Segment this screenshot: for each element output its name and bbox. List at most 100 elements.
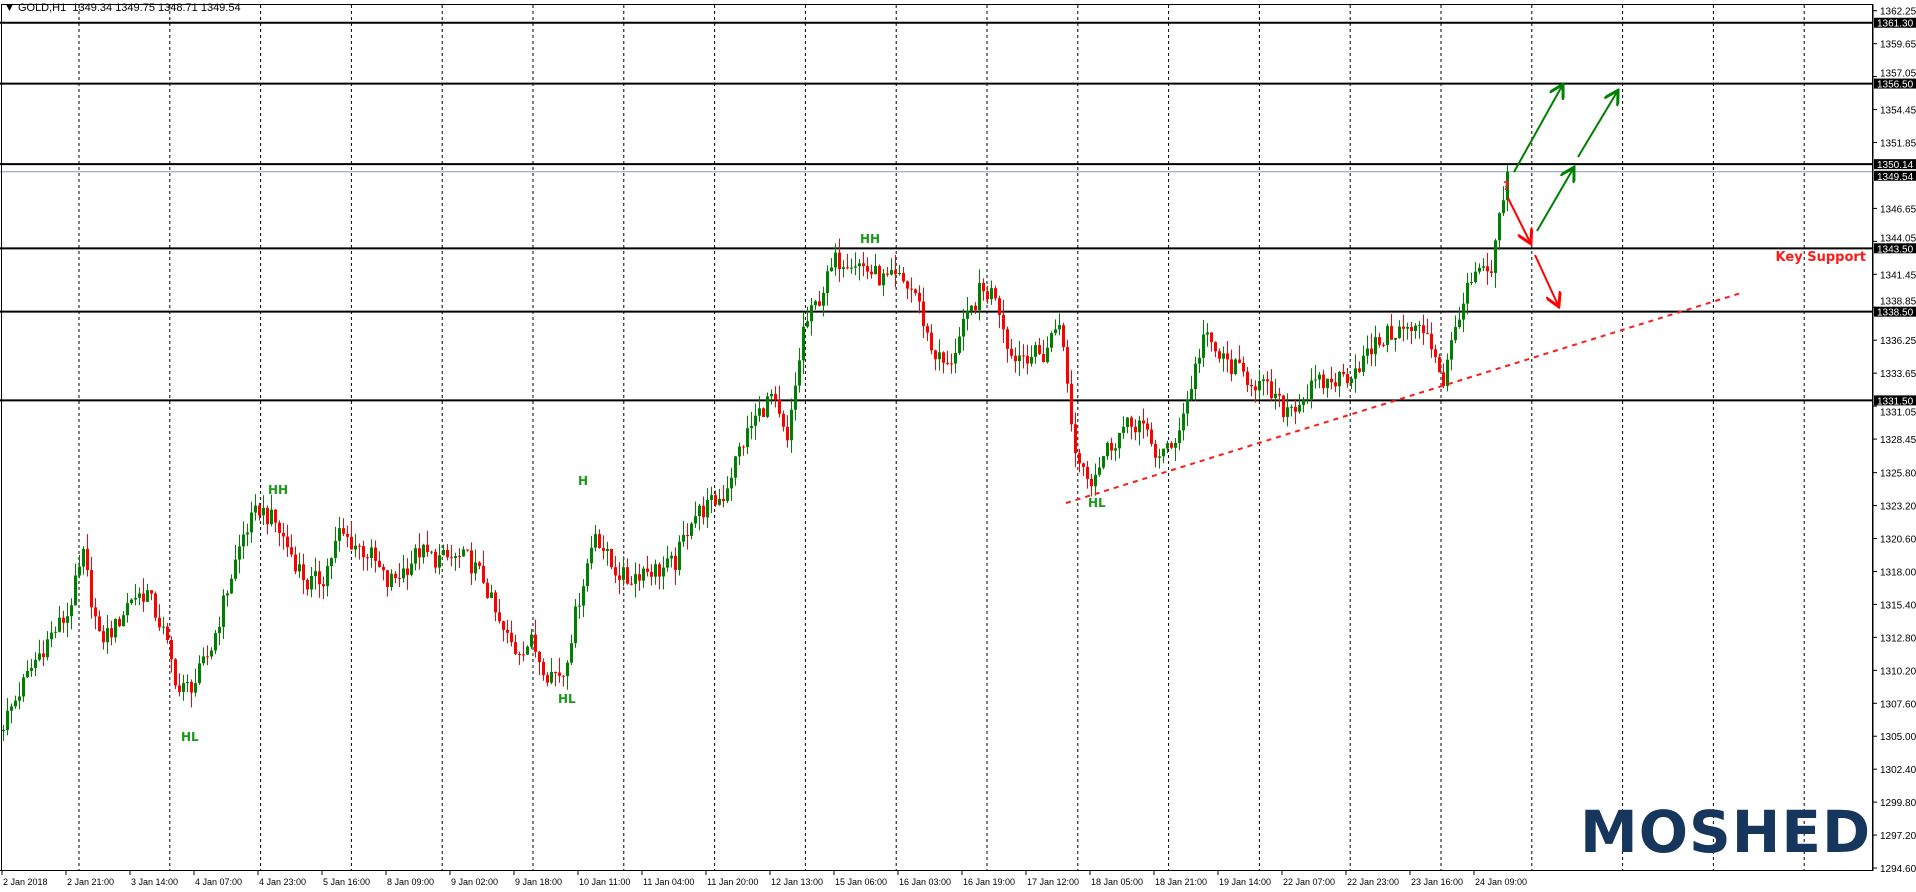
bear-candle: [1342, 371, 1345, 374]
price-tick-label: 1328.45: [1880, 435, 1916, 446]
bull-candle: [1302, 399, 1305, 405]
bull-candle: [14, 700, 17, 707]
bull-candle: [194, 683, 197, 693]
bull-candle: [1470, 282, 1473, 284]
bear-candle: [350, 536, 353, 550]
bear-candle: [1038, 345, 1041, 354]
bull-candle: [594, 534, 597, 548]
bear-candle: [1130, 417, 1133, 427]
price-tick-label: 1305.00: [1880, 732, 1916, 743]
bear-candle: [90, 570, 93, 608]
bear-candle: [986, 291, 989, 300]
bear-candle: [1218, 351, 1221, 359]
bear-candle: [894, 270, 897, 275]
bull-candle: [226, 593, 229, 596]
bear-candle: [1246, 371, 1249, 386]
bear-candle: [1370, 348, 1373, 355]
bull-candle: [806, 321, 809, 327]
bull-candle: [186, 681, 189, 684]
bull-candle: [622, 567, 625, 580]
bull-candle: [958, 336, 961, 354]
bear-candle: [290, 547, 293, 555]
bull-candle: [182, 683, 185, 692]
bear-candle: [294, 554, 297, 572]
bull-candle: [730, 477, 733, 489]
bull-candle: [670, 555, 673, 559]
bull-candle: [694, 516, 697, 524]
bear-candle: [778, 399, 781, 414]
bull-candle: [1338, 371, 1341, 387]
price-axis[interactable]: 1362.25 1359.65 1357.05 1354.45 1351.85 1346.…: [1872, 4, 1916, 875]
bull-candle: [46, 639, 49, 658]
bull-candle: [858, 263, 861, 267]
time-tick-label: 3 Jan 14:00: [131, 877, 178, 887]
bull-candle: [238, 546, 241, 560]
bull-candle: [718, 498, 721, 505]
triangle-down-icon[interactable]: ▼: [4, 2, 15, 14]
bull-candle: [1474, 271, 1477, 283]
bear-candle: [1042, 353, 1045, 363]
bear-candle: [1074, 424, 1077, 454]
time-tick-label: 11 Jan 20:00: [707, 877, 758, 887]
bear-candle: [1402, 326, 1405, 329]
bear-candle: [546, 675, 549, 683]
bear-candle: [646, 568, 649, 572]
bear-candle: [502, 621, 505, 630]
bull-candle: [770, 394, 773, 397]
bull-candle: [1406, 327, 1409, 329]
bull-candle: [682, 535, 685, 542]
bear-candle: [1070, 383, 1073, 425]
time-axis[interactable]: 2 Jan 2018 2 Jan 21:00 3 Jan 14:00 4 Jan 07…: [0, 870, 1873, 887]
bear-candle: [506, 629, 509, 633]
bull-candle: [810, 305, 813, 322]
bull-candle: [474, 562, 477, 574]
bull-candle: [30, 668, 33, 671]
time-tick-label: 16 Jan 19:00: [963, 877, 1015, 887]
time-tick-label: 2 Jan 21:00: [67, 877, 114, 887]
bear-candle: [674, 555, 677, 570]
bull-candle: [218, 626, 221, 634]
bull-candle: [550, 671, 553, 683]
bear-candle: [426, 544, 429, 552]
bull-candle: [746, 428, 749, 448]
bear-candle: [86, 548, 89, 571]
bull-candle: [1478, 267, 1481, 272]
swing-annotation: H: [578, 474, 588, 488]
bull-candle: [570, 643, 573, 663]
bear-candle: [434, 551, 437, 568]
bull-candle: [830, 267, 833, 272]
bull-candle: [490, 592, 493, 598]
bear-candle: [1238, 359, 1241, 363]
bull-candle: [1326, 378, 1329, 389]
bear-candle: [950, 363, 953, 365]
bear-candle: [522, 654, 525, 656]
bull-candle: [1158, 456, 1161, 458]
bull-candle: [334, 540, 337, 559]
bear-candle: [846, 267, 849, 269]
bear-candle: [1134, 426, 1137, 433]
bear-candle: [1002, 314, 1005, 330]
bear-candle: [342, 528, 345, 534]
bull-candle: [582, 586, 585, 606]
bear-candle: [722, 498, 725, 502]
bull-candle: [34, 659, 37, 669]
bull-candle: [2, 729, 5, 732]
plot-border: [1, 4, 1873, 871]
bull-candle: [1386, 326, 1389, 346]
bull-candle: [814, 301, 817, 306]
bull-candle: [578, 605, 581, 607]
bear-candle: [658, 564, 661, 577]
level-price-box: [1874, 306, 1916, 317]
bull-candle: [1094, 474, 1097, 487]
time-tick-label: 23 Jan 16:00: [1411, 877, 1463, 887]
bull-candle: [666, 558, 669, 568]
bear-candle: [1438, 357, 1441, 373]
level-price-label: 1361.30: [1877, 19, 1914, 30]
bull-candle: [710, 495, 713, 500]
swing-annotation: HH: [860, 232, 880, 246]
bear-candle: [274, 509, 277, 523]
price-tick-label: 1320.60: [1880, 535, 1916, 546]
bull-candle: [1198, 357, 1201, 364]
